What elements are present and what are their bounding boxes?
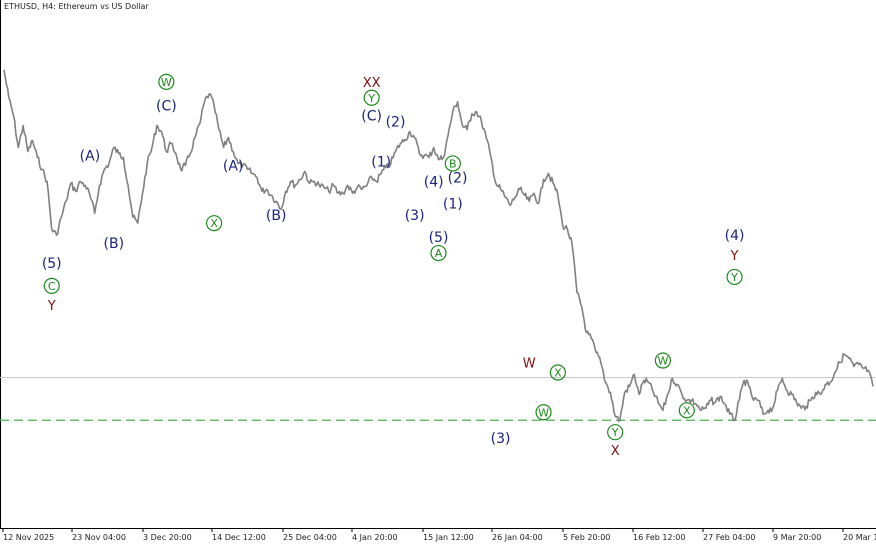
wave-label: (A) [80,149,101,165]
wave-label-circle [726,268,743,286]
x-tick-label: 27 Feb 04:00 [703,533,755,542]
wave-label: (B) [266,208,287,224]
wave-label: X [683,404,691,417]
x-tick-label: 16 Feb 12:00 [633,533,685,542]
wave-label: (A) [223,158,244,174]
wave-label: C [48,280,56,293]
price-series-line [3,69,874,422]
wave-label: X [210,217,218,230]
wave-label: (1) [371,154,391,170]
wave-label: XX [363,76,381,91]
x-tick-label: 20 Mar 12:00 [843,533,876,542]
wave-label-circle [444,155,461,172]
wave-label: (C) [156,99,177,115]
wave-label: (B) [104,236,125,252]
wave-label: (2) [448,170,468,186]
wave-label: (3) [405,208,425,224]
wave-label: X [611,444,620,459]
wave-label: W [523,357,536,372]
wave-label: (3) [491,431,511,447]
x-tick-label: 9 Mar 20:00 [773,533,821,542]
wave-label: Y [367,92,375,105]
wave-label-circle [678,402,695,419]
wave-label-circle [205,215,223,232]
wave-label-circle [549,364,566,381]
wave-label: X [554,366,562,379]
x-tick-label: 23 Nov 04:00 [72,533,126,542]
wave-label: A [435,247,443,260]
x-tick-label: 25 Dec 04:00 [283,533,337,542]
chart-title: ETHUSD, H4: Ethereum vs US Dollar [4,2,149,11]
x-tick-label: 3 Dec 20:00 [143,533,192,542]
x-tick-label: 12 Nov 2025 [3,533,54,542]
wave-label: (4) [424,174,444,190]
x-tick-label: 26 Jan 04:00 [492,533,543,542]
wave-label-circle [363,89,380,106]
wave-label-circle [430,244,447,262]
wave-label-circle [654,352,672,369]
wave-label: (4) [725,228,745,244]
wave-label: (2) [386,115,406,131]
wave-label: (C) [361,109,382,125]
wave-label: Y [730,271,738,284]
x-tick-label: 4 Jan 20:00 [352,533,398,542]
wave-label: Y [611,426,619,439]
wave-label: (1) [443,196,463,212]
wave-label: (5) [429,230,449,246]
wave-label: B [449,157,457,170]
wave-label-circle [607,424,624,441]
wave-label: Y [730,249,739,264]
x-tick-label: 5 Feb 20:00 [563,533,610,542]
wave-label-circle [158,73,175,90]
wave-label: W [657,355,668,368]
wave-label-circle [535,404,552,421]
x-tick-label: 15 Jan 12:00 [423,533,474,542]
wave-label: Y [47,299,56,314]
wave-label: (5) [42,256,62,272]
wave-label-circle [43,277,60,294]
wave-label: W [538,406,549,419]
wave-label: W [161,76,172,89]
x-tick-label: 14 Dec 12:00 [212,533,266,542]
